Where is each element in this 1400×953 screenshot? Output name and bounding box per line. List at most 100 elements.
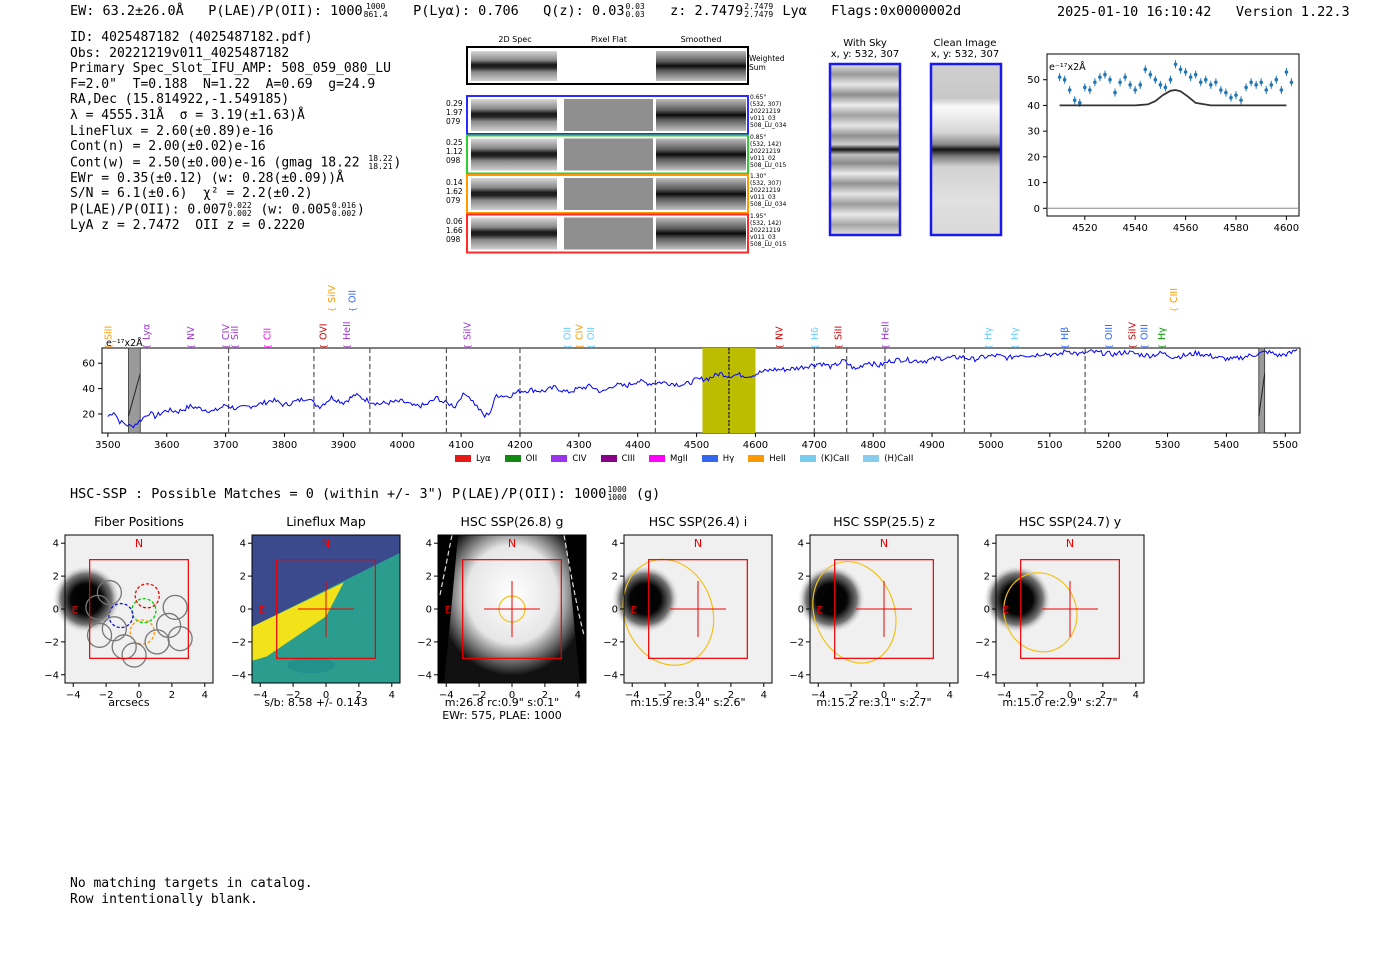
source-ellipse (1003, 572, 1078, 653)
spectrum-xtick-label: 5500 (1273, 440, 1298, 451)
legend-label: Hγ (722, 453, 735, 464)
zoom-unit-label: e⁻¹⁷x2Å (1049, 61, 1086, 73)
strips-svg (466, 46, 749, 254)
info-contw: Cont(w) = 2.50(±0.00)e-16 (gmag 18.22 18… (70, 153, 402, 171)
plae-value: P(LAE)/P(OII): 1000 (208, 3, 363, 19)
spectrum-frame (101, 347, 1301, 434)
zoom-point (1088, 88, 1092, 92)
strip-2dspec-4 (471, 217, 557, 250)
fiber-circle (167, 625, 193, 652)
spectral-line-name: NV (186, 326, 197, 340)
aperture-box (276, 559, 376, 659)
cutout-ytick-label: 0 (240, 605, 246, 616)
spectral-line-label: SiII { (833, 326, 844, 349)
cutout-xtick-label: −2 (844, 690, 859, 701)
strip-right-3: 1.30" (532, 307) 20221219 v011_03 508_LU… (750, 173, 787, 208)
zoom-xtick-label: 4520 (1072, 223, 1097, 234)
legend-item: (K)CaII (799, 454, 849, 464)
aperture-box (462, 559, 562, 659)
legend-label: CIV (572, 453, 587, 464)
strip-right-4: 1.95" (532, 142) 20221219 v011_03 508_LU… (750, 213, 787, 248)
spectral-line-label: OII { (348, 290, 359, 312)
cutout-xtick-label: −4 (253, 690, 268, 701)
legend-item: CIV (551, 453, 587, 464)
cutout-xtick-label: 4 (947, 690, 953, 701)
spectral-line-name: HeII (881, 321, 892, 340)
spectral-line-name: OII (586, 327, 597, 340)
spectral-line-bracket: { (142, 344, 151, 349)
spectral-line-bracket: { (1011, 344, 1020, 349)
cutout-caption-line1: arcsecs (108, 696, 150, 709)
ssp-g-contour-right (563, 534, 585, 636)
zoom-point (1279, 88, 1284, 92)
zoom-point (1113, 90, 1117, 95)
strip-right-2: 0.85" (532, 142) 20221219 v011_02 508_LU… (750, 134, 787, 169)
zoom-point (1158, 83, 1163, 87)
zoom-point (1193, 72, 1198, 77)
north-label: N (322, 537, 330, 550)
zoom-point (1072, 98, 1077, 103)
zoom-point (1274, 77, 1279, 82)
east-label: E (445, 605, 451, 616)
legend-swatch (455, 455, 471, 462)
spectral-line-bracket: { (263, 344, 272, 349)
cutout-title: Fiber Positions (94, 514, 184, 529)
spectral-line-label: OIII { (1104, 324, 1115, 349)
cutout-caption: m:15.0 re:2.9" s:2.7" (976, 696, 1144, 709)
north-label: N (1066, 537, 1074, 550)
cutout-ytick-label: 2 (798, 572, 804, 583)
spectral-line-name: Hδ (810, 327, 821, 340)
spectrum-ytick-label: 20 (82, 409, 95, 420)
bright-source (797, 565, 866, 634)
cutout-caption-line1: s/b: 8.58 +/- 0.143 (264, 696, 368, 709)
spectral-line-bracket: { (231, 344, 240, 349)
spectrum-xtick-label: 3900 (331, 440, 356, 451)
zoom-point (1229, 95, 1233, 100)
cutout-xtick-label: 2 (169, 690, 175, 701)
spectral-line-bracket: { (1105, 344, 1114, 349)
spectrum-xtick-label: 3500 (95, 440, 120, 451)
legend-swatch (799, 455, 816, 462)
cutout-ytick-label: 2 (53, 572, 59, 583)
info-id: ID: 4025487182 (4025487182.pdf) (70, 30, 313, 45)
cutout-ytick-label: −2 (45, 637, 59, 648)
strip-left-3: 0.14 1.62 079 (446, 178, 463, 205)
cutout-xtick-label: −4 (439, 690, 454, 701)
info-redshifts: LyA z = 2.7472 OII z = 0.2220 (70, 218, 305, 234)
cutout-caption: m:15.2 re:3.1" s:2.7" (790, 696, 958, 709)
zoom-point (1254, 83, 1258, 87)
strip-smoothed-4 (656, 217, 746, 250)
legend-item: (H)CaII (863, 454, 913, 464)
legend-swatch (649, 455, 666, 462)
spectral-line-label: SiII { (103, 326, 114, 349)
lineflux-blob (287, 657, 336, 674)
legend-label: CIII (621, 453, 636, 464)
spectral-line-label: Lyα { (142, 324, 153, 349)
bright-source (611, 565, 680, 634)
zoom-point (1239, 98, 1243, 103)
legend-swatch (748, 455, 765, 462)
catalog-note-line1: No matching targets in catalog. (70, 876, 313, 891)
spectrum-xtick-label: 3700 (213, 440, 238, 451)
masked-region-2 (1258, 347, 1266, 434)
zoom-point (1198, 80, 1203, 85)
zoom-xtick-label: 4540 (1122, 223, 1147, 234)
cutout-panel-3: N E 4 2 0 −2 −4 −4 −2 0 2 4 (418, 534, 587, 701)
flags-value: Flags:0x0000002d (831, 3, 962, 19)
spectral-line-name: CIV (221, 324, 232, 340)
zoom-ytick-label: 40 (1027, 101, 1040, 112)
spectral-line-label: HeII { (881, 321, 892, 349)
zoom-ytick-label: 20 (1027, 152, 1040, 163)
bright-source (983, 565, 1052, 634)
cutout-caption-line2: EWr: 575, PLAE: 1000 (442, 709, 562, 722)
strip-smoothed-1 (656, 99, 746, 131)
fiber-circle (162, 594, 188, 621)
spectrum-xtick-label: 4000 (390, 440, 415, 451)
legend-label: OII (525, 453, 538, 464)
spectral-line-name: SiII (230, 326, 241, 340)
spectral-line-bracket: { (1140, 344, 1149, 349)
zoom-point (1138, 83, 1143, 87)
spectrum-xtick-label: 3800 (272, 440, 297, 451)
cutout-ytick-label: 4 (53, 539, 59, 550)
strip-rows (466, 95, 749, 254)
